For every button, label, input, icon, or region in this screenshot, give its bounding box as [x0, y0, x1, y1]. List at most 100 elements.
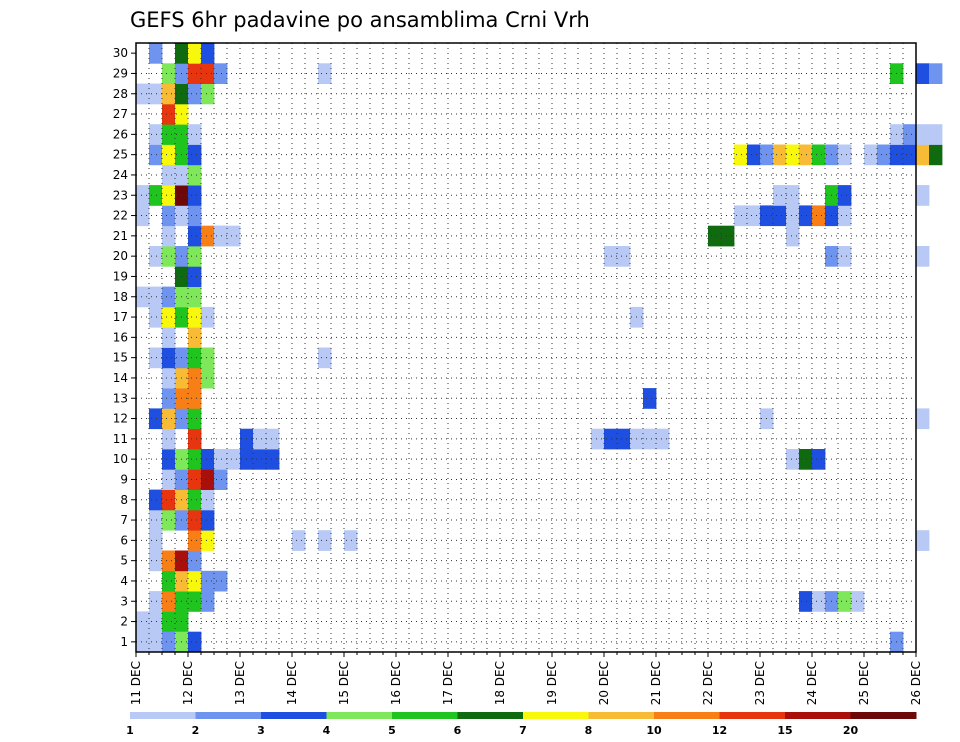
heatmap-cell	[201, 489, 215, 511]
heatmap-cell	[162, 327, 176, 348]
y-tick-label: 27	[113, 107, 128, 121]
heatmap-cell	[188, 367, 202, 389]
heatmap-cell	[188, 509, 202, 531]
heatmap-cell	[227, 225, 241, 247]
colorbar-label: 5	[388, 724, 396, 737]
heatmap-cell	[201, 83, 215, 105]
y-tick-label: 3	[120, 594, 128, 608]
heatmap-cell	[318, 63, 332, 84]
x-tick-label: 23 DEC	[753, 661, 767, 705]
heatmap-cell	[149, 246, 163, 267]
heatmap-cell	[877, 144, 891, 166]
heatmap-cell	[864, 144, 878, 166]
heatmap-cell	[162, 246, 176, 267]
heatmap-cell	[188, 408, 202, 430]
heatmap-cell	[838, 185, 852, 206]
colorbar-swatch	[326, 712, 393, 719]
y-tick-label: 22	[113, 209, 128, 223]
heatmap-cell	[214, 225, 228, 247]
heatmap-cell	[916, 408, 930, 430]
x-tick-label: 19 DEC	[545, 661, 559, 705]
heatmap-cell	[188, 225, 202, 247]
heatmap-cell	[188, 246, 202, 267]
heatmap-cell	[643, 388, 657, 409]
colorbar-label: 15	[777, 724, 792, 737]
heatmap-cell	[136, 611, 150, 633]
heatmap-cell	[929, 124, 943, 145]
y-tick-label: 10	[113, 452, 128, 466]
heatmap-cell	[162, 347, 176, 369]
colorbar-label: 6	[454, 724, 462, 737]
y-tick-label: 24	[113, 168, 128, 182]
heatmap-cell	[916, 144, 930, 166]
heatmap-cell	[201, 306, 215, 328]
heatmap-cell	[812, 449, 826, 470]
y-tick-label: 2	[120, 615, 128, 629]
y-tick-label: 23	[113, 188, 128, 202]
heatmap-cell	[773, 205, 787, 227]
heatmap-cell	[162, 631, 176, 653]
heatmap-cell	[149, 408, 163, 430]
heatmap-cell	[149, 347, 163, 369]
heatmap-cell	[149, 509, 163, 531]
heatmap-cell	[929, 144, 943, 166]
heatmap-cells	[136, 43, 943, 653]
heatmap-cell	[799, 449, 813, 470]
heatmap-cell	[201, 367, 215, 389]
y-tick-label: 6	[120, 533, 128, 547]
x-tick-label: 21 DEC	[649, 661, 663, 705]
heatmap-cell	[916, 185, 930, 206]
y-tick-label: 4	[120, 574, 128, 588]
y-tick-label: 14	[113, 371, 128, 385]
y-tick-label: 19	[113, 269, 128, 283]
colorbar-label: 2	[192, 724, 200, 737]
heatmap-cell	[799, 144, 813, 166]
heatmap-cell	[149, 306, 163, 328]
heatmap-cell	[188, 631, 202, 653]
heatmap-cell	[201, 347, 215, 369]
heatmap-cell	[188, 205, 202, 227]
colorbar-label: 8	[585, 724, 593, 737]
heatmap-cell	[162, 408, 176, 430]
heatmap-cell	[188, 124, 202, 145]
y-tick-label: 7	[120, 513, 128, 527]
heatmap-cell	[162, 469, 176, 490]
colorbar-swatch	[392, 712, 458, 719]
heatmap-cell	[149, 185, 163, 206]
heatmap-cell	[162, 185, 176, 206]
heatmap-cell	[188, 164, 202, 186]
x-tick-label: 16 DEC	[389, 661, 403, 705]
heatmap-cell	[643, 428, 657, 450]
heatmap-cell	[747, 205, 761, 227]
heatmap-cell	[188, 550, 202, 572]
heatmap-cell	[162, 205, 176, 227]
heatmap-cell	[188, 83, 202, 105]
heatmap-cell	[591, 428, 605, 450]
heatmap-cell	[838, 591, 852, 612]
heatmap-cell	[188, 489, 202, 511]
heatmap-cell	[747, 144, 761, 166]
heatmap-cell	[773, 144, 787, 166]
heatmap-cell	[773, 185, 787, 206]
heatmap-cell	[786, 185, 800, 206]
heatmap-cell	[201, 530, 215, 551]
colorbar-swatch	[261, 712, 327, 719]
x-tick-label: 15 DEC	[337, 661, 351, 705]
y-tick-label: 5	[120, 554, 128, 568]
heatmap-cell	[253, 428, 267, 450]
heatmap-cell	[188, 449, 202, 470]
heatmap-cell	[136, 205, 150, 227]
heatmap-cell	[838, 205, 852, 227]
heatmap-cell	[188, 591, 202, 612]
heatmap-cell	[149, 124, 163, 145]
heatmap-cell	[201, 449, 215, 470]
x-tick-label: 26 DEC	[909, 661, 923, 705]
x-tick-label: 17 DEC	[441, 661, 455, 705]
y-tick-label: 17	[113, 310, 128, 324]
heatmap-cell	[188, 347, 202, 369]
y-tick-label: 28	[113, 87, 128, 101]
colorbar-label: 12	[712, 724, 727, 737]
heatmap-cell	[136, 185, 150, 206]
x-tick-label: 24 DEC	[805, 661, 819, 705]
colorbar-swatch	[785, 712, 851, 719]
